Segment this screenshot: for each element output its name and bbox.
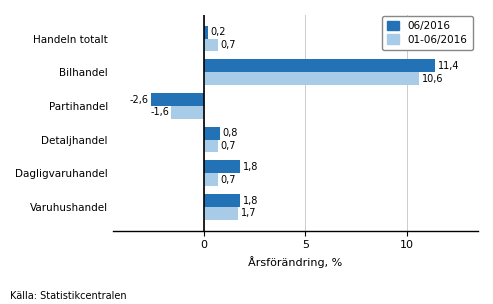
Text: 0,7: 0,7 [220, 141, 236, 151]
Text: 0,2: 0,2 [211, 27, 226, 37]
Text: -2,6: -2,6 [130, 95, 149, 105]
Text: 1,8: 1,8 [243, 162, 258, 172]
Bar [204, 161, 241, 173]
Text: 0,8: 0,8 [223, 128, 238, 138]
Bar [204, 60, 435, 72]
Text: -1,6: -1,6 [150, 107, 169, 117]
Bar [204, 26, 208, 39]
Bar [204, 39, 218, 51]
Bar [151, 93, 204, 106]
Bar [204, 173, 218, 186]
Text: 11,4: 11,4 [438, 61, 459, 71]
Bar [204, 127, 220, 140]
X-axis label: Årsförändring, %: Årsförändring, % [248, 256, 343, 268]
Bar [204, 140, 218, 152]
Text: 1,8: 1,8 [243, 195, 258, 206]
Text: 1,7: 1,7 [241, 208, 256, 218]
Text: 10,6: 10,6 [422, 74, 443, 84]
Bar [172, 106, 204, 119]
Bar [204, 72, 419, 85]
Bar [204, 194, 241, 207]
Text: 0,7: 0,7 [220, 40, 236, 50]
Text: Källa: Statistikcentralen: Källa: Statistikcentralen [10, 291, 127, 301]
Text: 0,7: 0,7 [220, 175, 236, 185]
Bar [204, 207, 239, 220]
Legend: 06/2016, 01-06/2016: 06/2016, 01-06/2016 [382, 16, 473, 50]
